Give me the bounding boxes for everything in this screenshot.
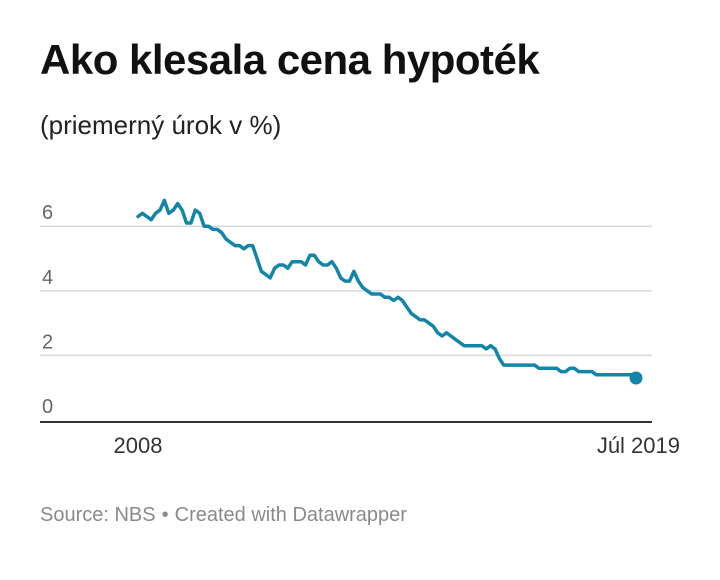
source-note: Source: NBS xyxy=(40,504,156,526)
end-point-marker xyxy=(629,371,643,385)
gridlines xyxy=(40,225,652,423)
y-tick-label: 6 xyxy=(42,202,53,224)
x-tick-labels: 2008 Júl 2019 xyxy=(114,433,680,458)
x-tick-label-end: Júl 2019 xyxy=(597,433,680,458)
footer-separator: • xyxy=(161,504,169,526)
series-layer xyxy=(136,198,643,385)
chart-title: Ako klesala cena hypoték xyxy=(40,36,540,83)
y-tick-label: 2 xyxy=(42,331,53,353)
footer: Source: NBS • Created with Datawrapper xyxy=(40,504,407,527)
y-tick-labels: 0 2 4 6 xyxy=(42,202,53,418)
y-tick-label: 0 xyxy=(42,396,53,418)
x-tick-label-start: 2008 xyxy=(114,433,163,458)
chart-subtitle: (priemerný úrok v %) xyxy=(40,110,282,140)
y-tick-label: 4 xyxy=(42,267,53,289)
series-line xyxy=(136,198,638,380)
credit-note: Created with Datawrapper xyxy=(174,504,407,526)
